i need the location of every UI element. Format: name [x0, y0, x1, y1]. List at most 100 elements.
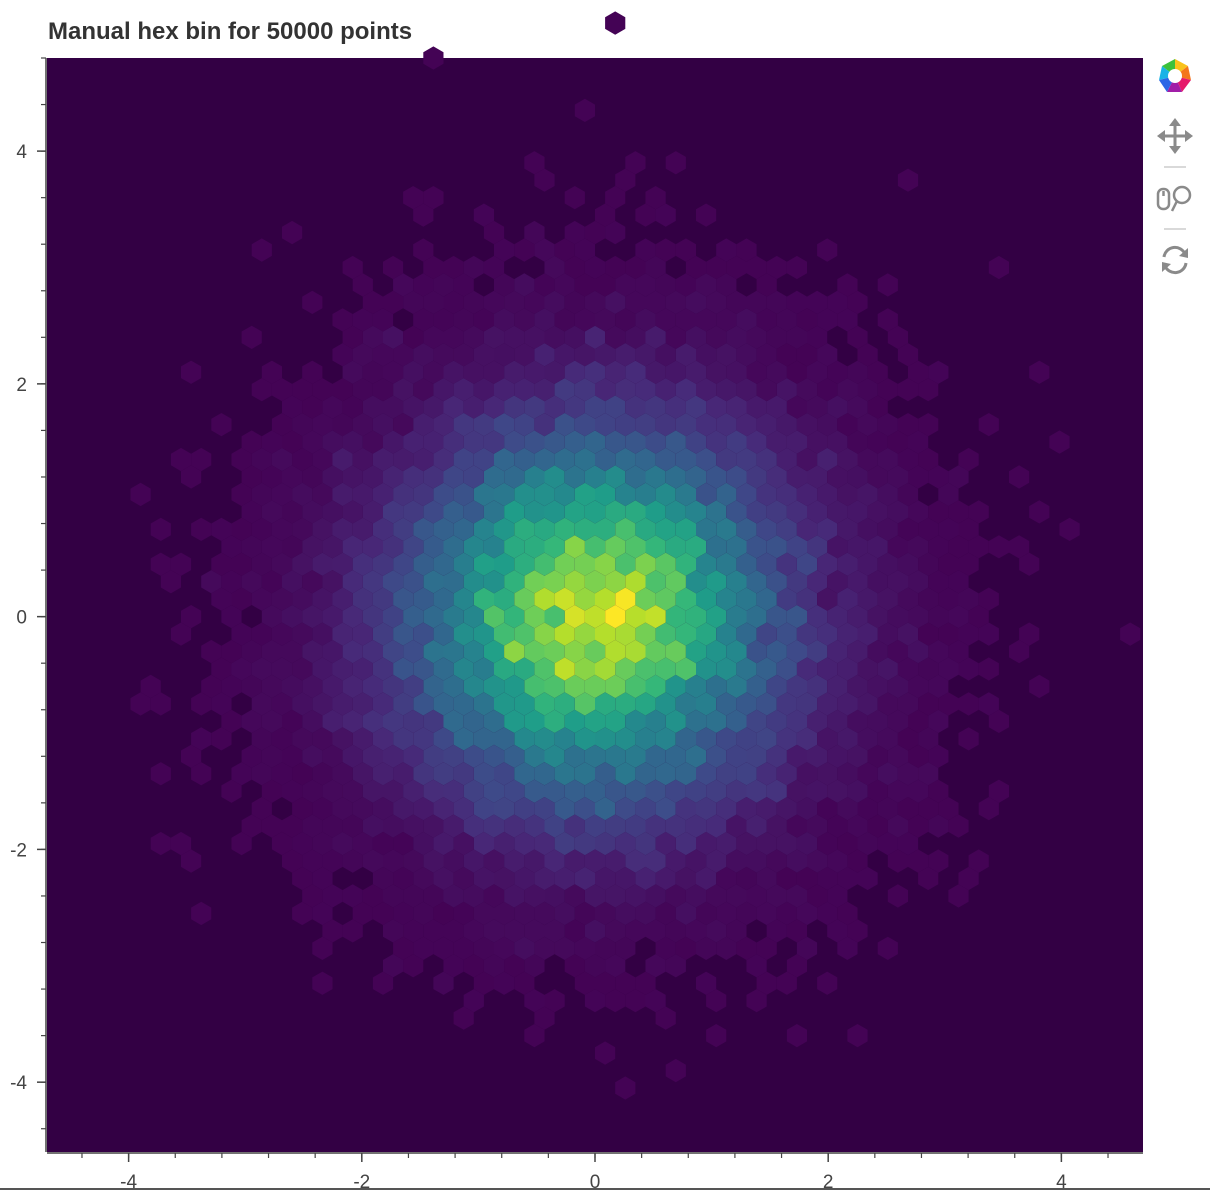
- hex-bin: [494, 727, 515, 751]
- hex-bin: [383, 954, 404, 978]
- hex-bin: [483, 709, 505, 733]
- hex-bin: [574, 308, 595, 332]
- hex-bin: [473, 727, 494, 751]
- hex-bin: [201, 570, 222, 594]
- hex-bin: [383, 639, 404, 664]
- hex-bin: [332, 727, 353, 751]
- hex-bin: [726, 325, 747, 349]
- hex-bin: [544, 744, 565, 768]
- hex-bin: [716, 936, 737, 960]
- pan-icon[interactable]: [1148, 116, 1202, 156]
- wheel-zoom-icon[interactable]: [1148, 178, 1202, 218]
- hex-bin: [605, 360, 626, 384]
- hex-bin: [282, 779, 303, 803]
- hex-bin: [716, 482, 737, 507]
- hex-bin: [292, 413, 313, 437]
- hex-bin: [716, 622, 737, 646]
- hex-bin: [393, 447, 414, 472]
- hex-bin: [362, 290, 383, 314]
- hex-bin: [564, 954, 585, 978]
- hex-bin: [584, 325, 606, 349]
- hex-bin: [706, 360, 727, 384]
- hex-bin: [504, 360, 525, 384]
- hex-bin: [847, 395, 868, 419]
- hex-bin: [746, 325, 767, 349]
- hex-bin: [776, 413, 797, 437]
- hex-bin: [231, 831, 252, 856]
- hex-bin: [554, 727, 575, 751]
- hex-bin: [736, 657, 757, 681]
- hex-bin: [817, 971, 838, 995]
- hex-bin: [958, 866, 979, 891]
- hex-bin: [877, 273, 898, 297]
- hex-bin: [494, 692, 515, 716]
- hex-bin: [443, 744, 464, 768]
- hex-bin: [726, 884, 747, 908]
- hex-bin: [362, 709, 383, 733]
- hex-bin: [403, 954, 424, 978]
- hex-bin: [655, 692, 676, 716]
- hex-bin: [827, 779, 848, 803]
- hex-bin: [685, 709, 707, 733]
- hex-bin: [908, 535, 929, 559]
- hex-bin: [554, 622, 575, 646]
- reset-icon[interactable]: [1148, 240, 1202, 280]
- hex-bin: [605, 814, 626, 838]
- hex-bin: [383, 395, 404, 419]
- hex-bin: [211, 517, 232, 541]
- hex-bin: [443, 360, 464, 384]
- hex-bin: [897, 692, 919, 716]
- hex-bin: [796, 413, 818, 437]
- hex-bin: [625, 465, 646, 489]
- hex-bin: [584, 884, 606, 908]
- hex-bin: [302, 395, 323, 419]
- hex-bin: [726, 255, 747, 280]
- hex-bin: [595, 378, 616, 402]
- hex-bin: [403, 919, 424, 943]
- hex-bin: [595, 1041, 616, 1065]
- hex-bin: [494, 413, 515, 437]
- hex-bin: [433, 657, 454, 681]
- hex-bin: [342, 744, 363, 768]
- hex-bin: [534, 413, 555, 437]
- hex-bin: [736, 238, 757, 262]
- hex-bin: [817, 587, 838, 611]
- hex-bin: [706, 290, 727, 314]
- hex-bin: [736, 552, 757, 576]
- hex-bin: [766, 430, 787, 454]
- hex-bin: [282, 605, 303, 629]
- y-tick-label: 0: [16, 608, 27, 629]
- hex-bin: [584, 989, 606, 1013]
- hex-bin: [221, 605, 242, 629]
- hex-bin: [473, 203, 494, 227]
- hex-bin: [332, 343, 353, 367]
- hex-bin: [766, 255, 787, 280]
- hex-bin: [625, 709, 646, 733]
- hex-bin: [443, 884, 464, 908]
- hex-bin: [897, 622, 919, 646]
- hex-bin: [564, 570, 585, 594]
- hex-bin: [564, 395, 585, 419]
- hex-bin: [564, 744, 585, 768]
- hex-bin: [504, 535, 525, 559]
- hex-bin: [322, 500, 343, 524]
- hex-bin: [706, 570, 727, 594]
- hex-bin: [665, 639, 686, 664]
- hex-bin: [564, 919, 585, 943]
- hex-bin: [938, 587, 959, 611]
- hex-bin: [595, 203, 616, 227]
- hex-bin: [534, 1006, 555, 1030]
- hex-bin: [716, 692, 737, 716]
- hex-bin: [494, 657, 515, 681]
- bokeh-logo-icon[interactable]: [1148, 52, 1202, 100]
- hex-bin: [584, 290, 606, 314]
- hex-bin: [362, 570, 383, 594]
- hex-bin: [534, 273, 555, 297]
- hex-bin: [655, 308, 676, 332]
- hex-bin: [453, 797, 474, 821]
- hex-bin: [181, 849, 202, 873]
- hex-bin: [665, 849, 686, 873]
- hex-bin: [665, 884, 686, 908]
- hex-bin: [504, 849, 525, 873]
